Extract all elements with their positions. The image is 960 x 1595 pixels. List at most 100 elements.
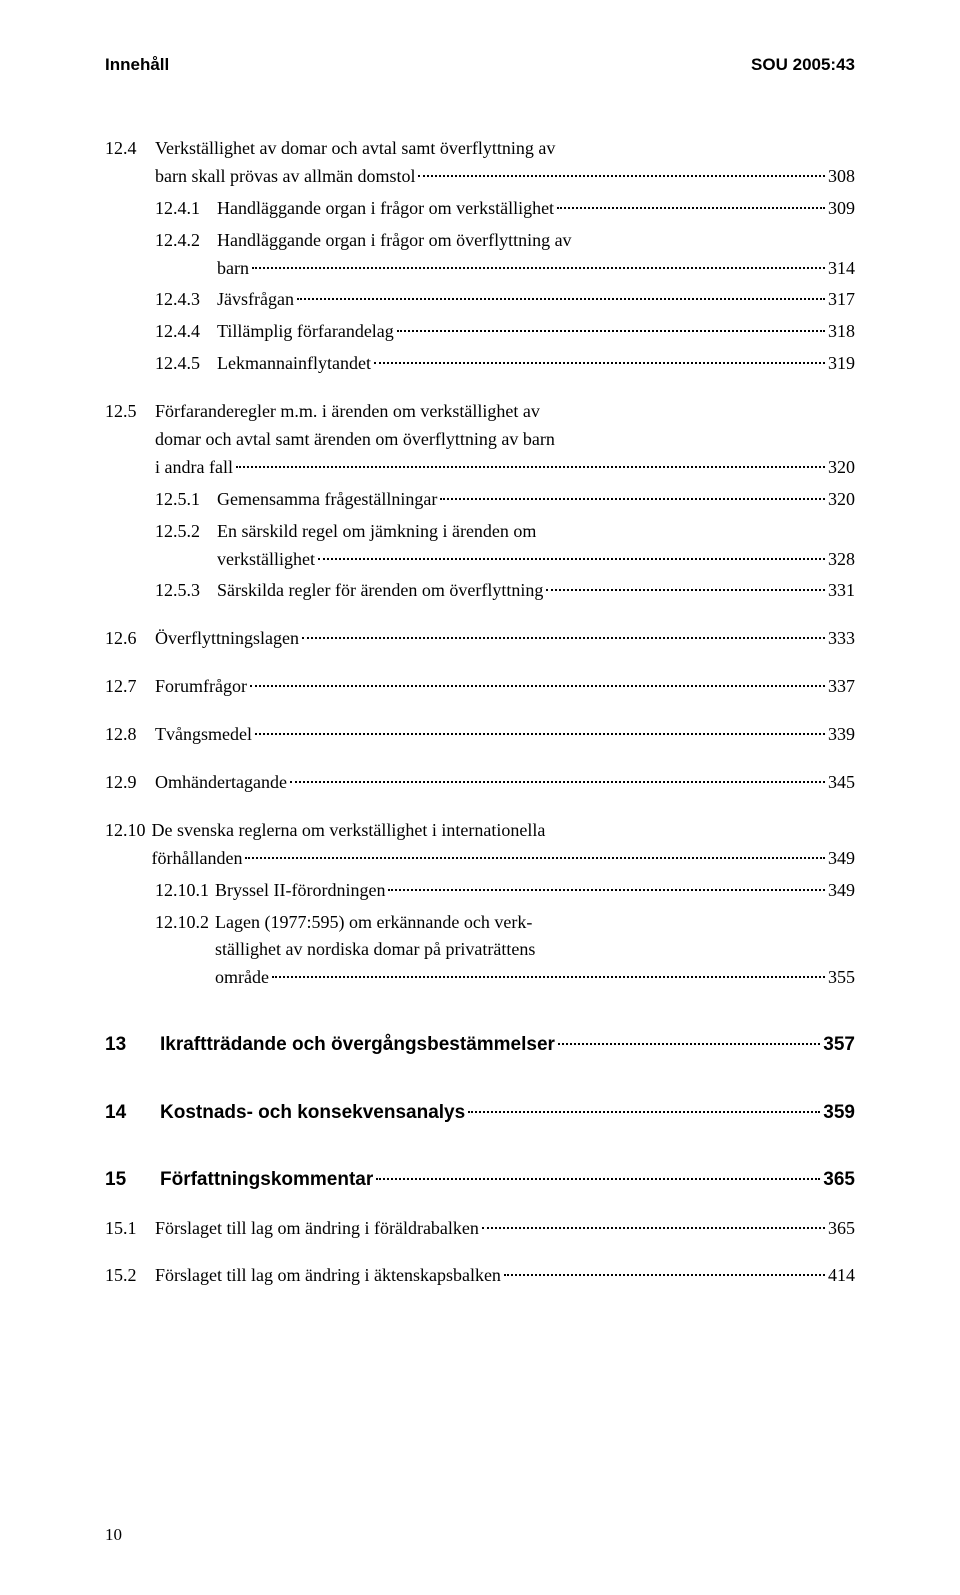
toc-text: Överflyttningslagen: [155, 625, 299, 653]
toc-text-wrap: Överflyttningslagen333: [155, 625, 855, 653]
toc-page-number: 309: [828, 195, 855, 223]
toc-leader-dots: [558, 1043, 820, 1045]
toc-text: barn: [217, 255, 249, 283]
toc-number: 15.1: [105, 1215, 155, 1243]
header-left: Innehåll: [105, 55, 169, 75]
toc-number: 12.5.2: [155, 518, 217, 546]
toc-text-wrap: Tvångsmedel339: [155, 721, 855, 749]
toc-leader-dots: [252, 267, 825, 269]
toc-text-wrap: Forumfrågor337: [155, 673, 855, 701]
toc-number: 12.6: [105, 625, 155, 653]
toc-entry: 14Kostnads- och konsekvensanalys359: [105, 1098, 855, 1127]
toc-leader-dots: [374, 362, 825, 364]
toc-line: Gemensamma frågeställningar320: [217, 486, 855, 514]
toc-page-number: 345: [828, 769, 855, 797]
toc-text: Lagen (1977:595) om erkännande och verk-: [215, 909, 532, 937]
toc-text-wrap: Kostnads- och konsekvensanalys359: [160, 1098, 855, 1127]
toc-entry: 12.10De svenska reglerna om verkställigh…: [105, 817, 855, 873]
toc-leader-dots: [440, 498, 825, 500]
toc-text: Forumfrågor: [155, 673, 247, 701]
toc-leader-dots: [290, 781, 825, 783]
toc-number: 12.4: [105, 135, 155, 163]
toc-text: ställighet av nordiska domar på privaträ…: [215, 936, 535, 964]
toc-number: 12.4.1: [155, 195, 217, 223]
toc-page-number: 328: [828, 546, 855, 574]
toc-leader-dots: [255, 733, 825, 735]
toc-number: 12.10.1: [155, 877, 215, 905]
toc-entry: 12.4.1Handläggande organ i frågor om ver…: [155, 195, 855, 223]
toc-leader-dots: [250, 685, 825, 687]
page-header: Innehåll SOU 2005:43: [105, 55, 855, 75]
toc-text-wrap: Lekmannainflytandet319: [217, 350, 855, 378]
page-number: 10: [105, 1525, 122, 1545]
toc-page-number: 357: [823, 1030, 855, 1059]
toc-entry: 12.4.5Lekmannainflytandet319: [155, 350, 855, 378]
toc-entry: 12.4.4Tillämplig förfarandelag318: [155, 318, 855, 346]
toc-text: Förslaget till lag om ändring i föräldra…: [155, 1215, 479, 1243]
toc-number: 13: [105, 1030, 160, 1059]
toc-page-number: 317: [828, 286, 855, 314]
toc-entry: 12.10.1Bryssel II-förordningen349: [155, 877, 855, 905]
toc-text: Omhändertagande: [155, 769, 287, 797]
toc-text: i andra fall: [155, 454, 233, 482]
toc-text: Förfaranderegler m.m. i ärenden om verks…: [155, 398, 540, 426]
toc-number: 12.4.4: [155, 318, 217, 346]
toc-entry: 12.5.1Gemensamma frågeställningar320: [155, 486, 855, 514]
toc-line: Handläggande organ i frågor om verkställ…: [217, 195, 855, 223]
toc-text-wrap: Handläggande organ i frågor om verkställ…: [217, 195, 855, 223]
toc-leader-dots: [245, 857, 825, 859]
toc-line: Handläggande organ i frågor om överflytt…: [217, 227, 855, 255]
toc-leader-dots: [397, 330, 825, 332]
toc-line: Lagen (1977:595) om erkännande och verk-: [215, 909, 855, 937]
toc-leader-dots: [318, 558, 825, 560]
toc-entry: 15.1Förslaget till lag om ändring i förä…: [105, 1215, 855, 1243]
toc-page-number: 365: [828, 1215, 855, 1243]
toc-entry: 12.5Förfaranderegler m.m. i ärenden om v…: [105, 398, 855, 482]
toc-line: Förfaranderegler m.m. i ärenden om verks…: [155, 398, 855, 426]
toc-text: Gemensamma frågeställningar: [217, 486, 437, 514]
toc-page-number: 318: [828, 318, 855, 346]
toc-text: Tvångsmedel: [155, 721, 252, 749]
toc-text-wrap: En särskild regel om jämkning i ärenden …: [217, 518, 855, 574]
toc-text: område: [215, 964, 269, 992]
toc-page-number: 349: [828, 845, 855, 873]
toc-line: Ikraftträdande och övergångsbestämmelser…: [160, 1030, 855, 1059]
toc-line: En särskild regel om jämkning i ärenden …: [217, 518, 855, 546]
toc-page-number: 331: [828, 577, 855, 605]
toc-text: Kostnads- och konsekvensanalys: [160, 1098, 465, 1127]
toc-leader-dots: [418, 175, 825, 177]
toc-text: Handläggande organ i frågor om verkställ…: [217, 195, 554, 223]
toc-text-wrap: Lagen (1977:595) om erkännande och verk-…: [215, 909, 855, 993]
toc-text-wrap: Handläggande organ i frågor om överflytt…: [217, 227, 855, 283]
toc-page-number: 349: [828, 877, 855, 905]
toc-line: Särskilda regler för ärenden om överflyt…: [217, 577, 855, 605]
toc-text: Ikraftträdande och övergångsbestämmelser: [160, 1030, 555, 1059]
toc-number: 12.5.3: [155, 577, 217, 605]
toc-text: En särskild regel om jämkning i ärenden …: [217, 518, 536, 546]
toc-text-wrap: Bryssel II-förordningen349: [215, 877, 855, 905]
toc-text: Verkställighet av domar och avtal samt ö…: [155, 135, 555, 163]
toc-line: Författningskommentar 365: [160, 1165, 855, 1194]
toc-text: domar och avtal samt ärenden om överflyt…: [155, 426, 555, 454]
toc-page-number: 319: [828, 350, 855, 378]
toc-line: Jävsfrågan317: [217, 286, 855, 314]
toc-line: Lekmannainflytandet319: [217, 350, 855, 378]
toc-leader-dots: [236, 466, 825, 468]
toc-entry: 12.5.2En särskild regel om jämkning i är…: [155, 518, 855, 574]
toc-leader-dots: [546, 589, 825, 591]
toc-leader-dots: [272, 976, 825, 978]
table-of-contents: 12.4Verkställighet av domar och avtal sa…: [105, 135, 855, 1290]
toc-text: Förslaget till lag om ändring i äktenska…: [155, 1262, 501, 1290]
toc-line: Förslaget till lag om ändring i föräldra…: [155, 1215, 855, 1243]
toc-text-wrap: De svenska reglerna om verkställighet i …: [152, 817, 856, 873]
toc-text: barn skall prövas av allmän domstol: [155, 163, 415, 191]
toc-text: Handläggande organ i frågor om överflytt…: [217, 227, 572, 255]
toc-line: ställighet av nordiska domar på privaträ…: [215, 936, 855, 964]
toc-number: 12.5: [105, 398, 155, 426]
toc-number: 12.4.3: [155, 286, 217, 314]
toc-page-number: 365: [823, 1165, 855, 1194]
toc-entry: 12.5.3Särskilda regler för ärenden om öv…: [155, 577, 855, 605]
toc-line: Verkställighet av domar och avtal samt ö…: [155, 135, 855, 163]
toc-text: Författningskommentar: [160, 1165, 373, 1194]
toc-page-number: 355: [828, 964, 855, 992]
